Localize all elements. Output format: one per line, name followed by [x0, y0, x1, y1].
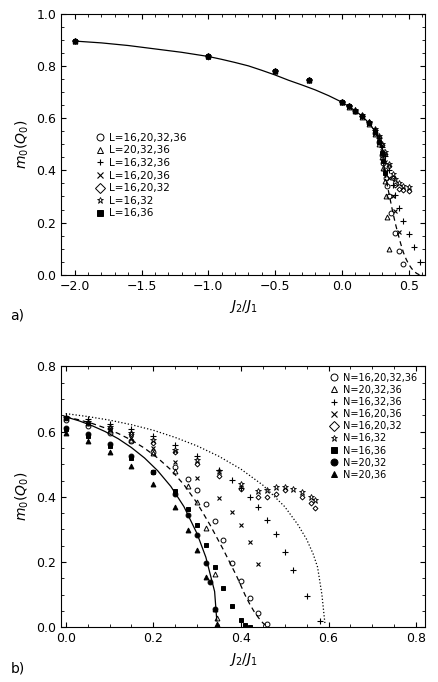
Y-axis label: $m_0(Q_0)$: $m_0(Q_0)$ — [14, 472, 31, 522]
X-axis label: $J_2/J_1$: $J_2/J_1$ — [229, 651, 258, 668]
Y-axis label: $m_0(Q_0)$: $m_0(Q_0)$ — [14, 119, 31, 169]
Text: b): b) — [11, 662, 25, 675]
Legend: L=16,20,32,36, L=20,32,36, L=16,32,36, L=16,20,36, L=16,20,32, L=16,32, L=16,36: L=16,20,32,36, L=20,32,36, L=16,32,36, L… — [90, 129, 191, 222]
X-axis label: $J_2/J_1$: $J_2/J_1$ — [229, 298, 258, 315]
Text: a): a) — [11, 309, 25, 323]
Legend: N=16,20,32,36, N=20,32,36, N=16,32,36, N=16,20,36, N=16,20,32, N=16,32, N=16,36,: N=16,20,32,36, N=20,32,36, N=16,32,36, N… — [326, 369, 421, 484]
